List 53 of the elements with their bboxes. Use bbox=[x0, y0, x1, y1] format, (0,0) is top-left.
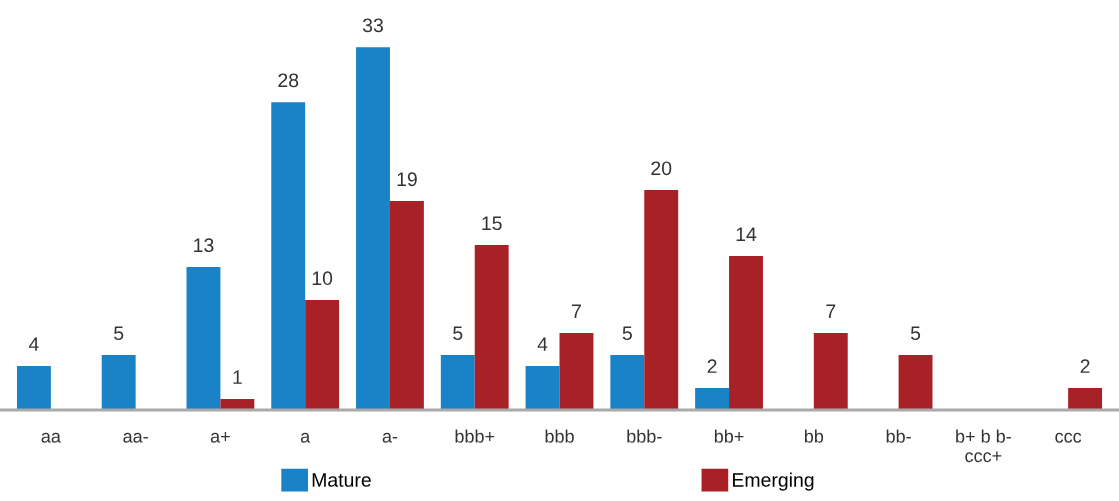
bar bbox=[356, 47, 390, 410]
bar bbox=[16, 366, 51, 410]
x-tick-label: bbb+ bbox=[455, 429, 495, 443]
bar bbox=[186, 267, 221, 410]
data-label: 5 bbox=[114, 326, 124, 341]
data-label: 28 bbox=[278, 73, 299, 88]
bar bbox=[220, 399, 255, 410]
legend-label: Emerging bbox=[733, 472, 814, 491]
data-label: 7 bbox=[826, 304, 836, 318]
data-label: 10 bbox=[312, 271, 333, 286]
bar bbox=[813, 333, 848, 410]
data-label: 4 bbox=[28, 337, 39, 351]
bar bbox=[389, 201, 424, 410]
data-label: 7 bbox=[572, 304, 581, 318]
bar bbox=[305, 300, 340, 410]
x-tick-label: a bbox=[300, 432, 311, 443]
bar bbox=[644, 190, 679, 410]
x-tick-label: bb- bbox=[886, 429, 911, 443]
data-label: 4 bbox=[537, 337, 548, 351]
x-tick-label: b+ b b- ccc+ bbox=[956, 429, 1011, 463]
data-label: 2 bbox=[1080, 359, 1090, 373]
bar bbox=[695, 388, 730, 410]
x-tick-label: a+ bbox=[210, 432, 230, 443]
bar bbox=[729, 256, 763, 410]
bar bbox=[474, 245, 509, 410]
data-label: 2 bbox=[707, 359, 717, 373]
data-label: 33 bbox=[362, 18, 383, 33]
x-tick-label: bbb bbox=[545, 429, 574, 443]
data-label: 13 bbox=[194, 238, 214, 253]
bar bbox=[898, 355, 933, 410]
x-tick-label: ccc bbox=[1055, 432, 1082, 443]
bar bbox=[559, 333, 594, 410]
data-label: 14 bbox=[736, 227, 757, 241]
data-label: 1 bbox=[233, 370, 242, 384]
bar bbox=[271, 102, 306, 410]
bar bbox=[610, 355, 645, 410]
bar bbox=[525, 366, 560, 410]
data-label: 5 bbox=[910, 326, 921, 341]
x-tick-label: bbb- bbox=[627, 429, 662, 443]
x-tick-label: bb+ bbox=[714, 429, 744, 443]
legend-label: Mature bbox=[312, 473, 371, 487]
x-tick-label: aa- bbox=[123, 432, 148, 443]
bar bbox=[1068, 388, 1103, 410]
x-tick-label: a- bbox=[382, 432, 398, 443]
data-label: 5 bbox=[453, 326, 463, 341]
data-label: 19 bbox=[397, 172, 417, 187]
data-label: 15 bbox=[482, 216, 502, 231]
x-tick-label: bb bbox=[804, 429, 824, 443]
bar bbox=[101, 355, 136, 410]
x-tick-label: aa bbox=[41, 432, 61, 443]
data-label: 20 bbox=[651, 161, 672, 176]
data-label: 5 bbox=[622, 326, 632, 341]
bar bbox=[440, 355, 475, 410]
